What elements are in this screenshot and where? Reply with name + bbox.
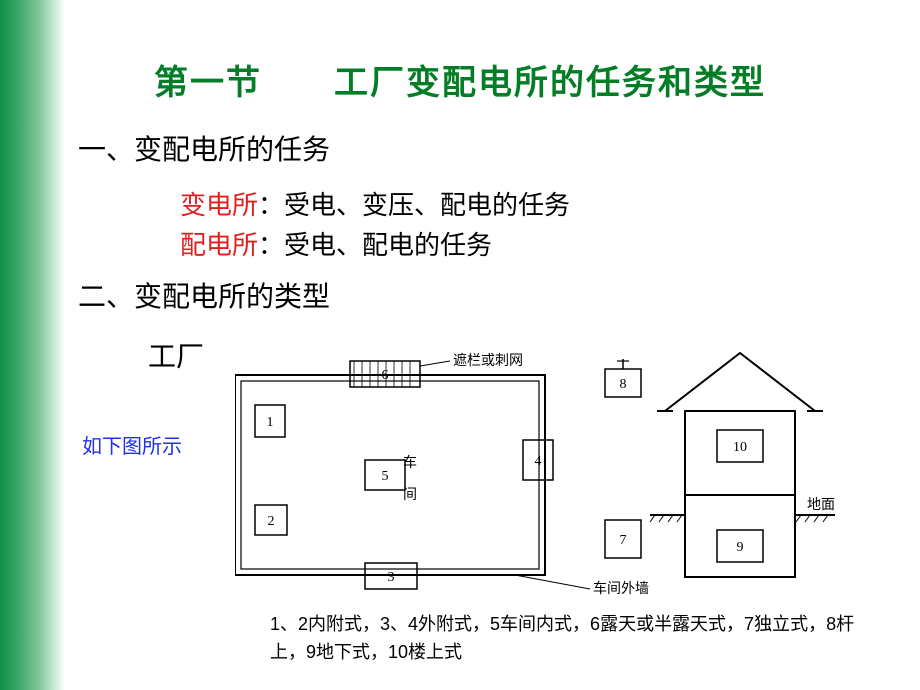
svg-text:地面: 地面 (807, 497, 835, 513)
svg-text:4: 4 (535, 454, 542, 469)
substation-label: 变电所 (180, 190, 258, 220)
distribution-label: 配电所 (180, 230, 258, 260)
svg-text:1: 1 (267, 415, 274, 430)
figure-hint: 如下图所示 (82, 430, 182, 459)
svg-text:2: 2 (268, 514, 275, 529)
diagram-caption: 1、2内附式，3、4外附式，5车间内式，6露天或半露天式，7独立式，8杆上，9地… (270, 610, 860, 666)
page-title: 第一节 工厂变配电所的任务和类型 (0, 55, 920, 104)
section1-body: 变电所：受电、变压、配电的任务 配电所：受电、配电的任务 (180, 185, 570, 265)
svg-text:车间外墙: 车间外墙 (593, 580, 649, 597)
svg-text:10: 10 (733, 440, 747, 455)
svg-text:3: 3 (388, 570, 395, 585)
distribution-text: ：受电、配电的任务 (258, 230, 492, 260)
svg-text:9: 9 (737, 540, 744, 555)
section2-heading: 二、变配电所的类型 (78, 275, 330, 315)
slide: 第一节 工厂变配电所的任务和类型 一、变配电所的任务 变电所：受电、变压、配电的… (0, 0, 920, 690)
svg-text:8: 8 (620, 377, 627, 392)
svg-text:7: 7 (620, 533, 627, 548)
section2-sub: 工厂 (148, 335, 204, 375)
svg-text:6: 6 (382, 368, 389, 383)
substation-types-diagram: 车间地面12345678910车间外墙遮栏或刺网 (235, 345, 855, 605)
section1-heading: 一、变配电所的任务 (78, 128, 330, 168)
svg-text:5: 5 (382, 469, 389, 484)
svg-text:遮栏或刺网: 遮栏或刺网 (453, 353, 523, 369)
substation-text: ：受电、变压、配电的任务 (258, 190, 570, 220)
